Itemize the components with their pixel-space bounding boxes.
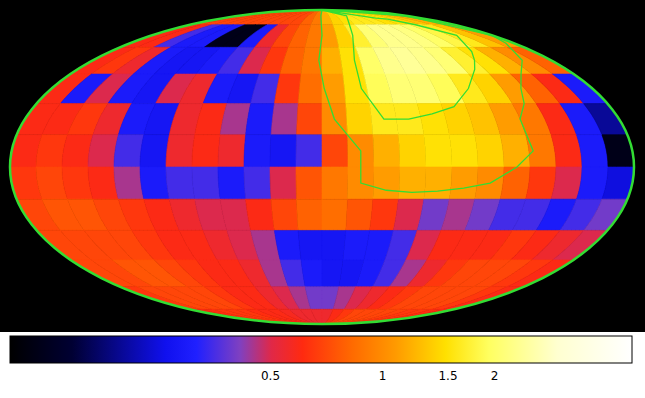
- cell: [274, 74, 301, 104]
- cell: [475, 135, 504, 167]
- cell: [322, 309, 454, 324]
- cell: [346, 104, 373, 135]
- cell: [551, 135, 582, 167]
- tick: 0.5: [261, 363, 280, 383]
- contour: [322, 10, 475, 119]
- cell: [244, 135, 271, 167]
- plot-area: [10, 10, 634, 324]
- cell: [140, 135, 169, 167]
- cell: [576, 167, 608, 199]
- colorbar: [10, 336, 632, 363]
- cell: [373, 167, 400, 199]
- cell: [298, 230, 322, 260]
- cell: [289, 10, 322, 25]
- colorbar-axis: 0.5 1 1.5 2: [11, 363, 633, 383]
- cell: [244, 167, 271, 199]
- cell: [373, 135, 400, 167]
- cell: [526, 135, 556, 167]
- cell: [297, 199, 322, 230]
- tick: 2: [491, 363, 499, 383]
- cell: [114, 135, 144, 167]
- tick: 1: [379, 363, 387, 383]
- cell: [449, 167, 478, 199]
- cell: [271, 104, 298, 135]
- cell: [166, 167, 195, 199]
- cell: [114, 167, 144, 199]
- chart: 0.5 1 1.5 2: [0, 0, 645, 398]
- cell: [140, 167, 169, 199]
- cell: [322, 74, 346, 104]
- cell: [322, 199, 347, 230]
- cell: [398, 167, 426, 199]
- cell: [218, 135, 246, 167]
- cell: [305, 287, 322, 310]
- tick: 1.5: [438, 363, 457, 383]
- cell: [297, 104, 322, 135]
- colorbar-axis-line: [11, 363, 633, 364]
- cell: [449, 135, 478, 167]
- cell: [192, 167, 220, 199]
- cell: [398, 135, 426, 167]
- cell: [166, 135, 195, 167]
- cell: [322, 230, 346, 260]
- cell: [190, 309, 322, 324]
- tick-label: 2: [491, 369, 499, 383]
- cell: [322, 135, 348, 167]
- cell: [246, 104, 275, 135]
- cell: [270, 135, 297, 167]
- cell: [576, 135, 608, 167]
- map-background: [0, 0, 645, 332]
- cell: [507, 260, 573, 287]
- cell: [443, 25, 524, 48]
- cell: [274, 230, 301, 260]
- map-outline: [10, 10, 634, 324]
- cell: [443, 287, 524, 310]
- cell: [584, 199, 628, 230]
- cell: [322, 167, 348, 199]
- cells: [10, 10, 634, 324]
- tick-label: 1.5: [438, 369, 457, 383]
- cell: [526, 167, 556, 199]
- cell: [305, 25, 322, 48]
- cell: [296, 135, 322, 167]
- cell: [507, 47, 573, 74]
- cell: [218, 167, 246, 199]
- cell: [584, 104, 628, 135]
- cell: [424, 167, 452, 199]
- tick-label: 0.5: [261, 369, 280, 383]
- cell: [300, 309, 322, 324]
- cell: [246, 199, 275, 230]
- cell: [500, 135, 530, 167]
- cell: [346, 199, 373, 230]
- cell: [190, 10, 322, 25]
- cell: [270, 167, 297, 199]
- cell: [301, 260, 322, 287]
- tick-label: 1: [379, 369, 387, 383]
- cell: [551, 167, 582, 199]
- cell: [289, 309, 322, 324]
- cell: [298, 74, 322, 104]
- cell: [192, 135, 220, 167]
- cell: [296, 167, 322, 199]
- cell: [271, 199, 298, 230]
- cell: [500, 167, 530, 199]
- cell: [300, 10, 322, 25]
- cell: [424, 135, 452, 167]
- cell: [311, 309, 322, 324]
